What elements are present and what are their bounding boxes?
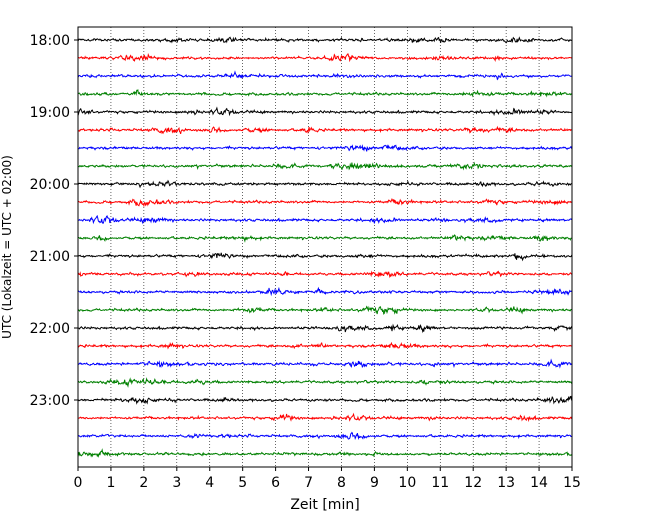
x-tick-label: 8: [337, 475, 346, 491]
x-tick-label: 15: [563, 475, 581, 491]
seismogram-trace-1930: [77, 144, 573, 152]
x-tick-label: 7: [304, 475, 313, 491]
y-tick-label: 21:00: [30, 249, 70, 265]
seismogram-trace-2030: [77, 214, 573, 225]
plot-frame: [77, 26, 573, 468]
seismogram-trace-2330: [77, 431, 573, 441]
seismogram-trace-2015: [78, 198, 573, 208]
y-tick-label: 23:00: [30, 393, 70, 409]
seismogram-trace-1845: [77, 88, 573, 98]
x-tick-label: 1: [106, 475, 115, 491]
x-tick-label: 6: [271, 475, 280, 491]
y-axis: 18:00 19:00 20:00 21:00 22:00 23:00: [30, 33, 78, 409]
x-tick-label: 4: [205, 475, 214, 491]
x-tick-label: 2: [139, 475, 148, 491]
seismogram-trace-2345: [77, 448, 573, 458]
x-tick-label: 11: [431, 475, 449, 491]
seismogram-trace-2300: [77, 395, 573, 405]
x-tick-label: 0: [74, 475, 83, 491]
seismogram-trace-1800: [77, 36, 573, 44]
seismogram-trace-2245: [77, 377, 573, 388]
x-axis: 0 1 2 3 4 5 6 7 8 9 10 11 12 13 14 15: [74, 467, 581, 491]
x-tick-label: 13: [497, 475, 515, 491]
seismogram-trace-2200: [77, 323, 573, 334]
trace-layer: [77, 36, 573, 458]
x-tick-label: 12: [464, 475, 482, 491]
y-axis-label: UTC (Lokalzeit = UTC + 02:00): [0, 155, 14, 339]
seismogram-trace-2100: [77, 252, 573, 262]
x-tick-label: 10: [398, 475, 416, 491]
x-tick-label: 3: [172, 475, 181, 491]
y-tick-label: 20:00: [30, 177, 70, 193]
seismogram-trace-2045: [77, 234, 573, 243]
seismogram-trace-1815: [77, 52, 573, 63]
seismogram-trace-1945: [77, 161, 573, 171]
x-tick-label: 14: [530, 475, 548, 491]
y-tick-label: 19:00: [30, 105, 70, 121]
seismogram-trace-2145: [77, 305, 573, 315]
seismogram-trace-1830: [77, 70, 573, 81]
y-tick-label: 22:00: [30, 321, 70, 337]
grid-layer: [110, 27, 540, 467]
y-tick-label: 18:00: [30, 33, 70, 49]
x-axis-label: Zeit [min]: [290, 497, 359, 513]
seismogram-trace-2130: [77, 286, 573, 297]
seismogram-trace-2315: [77, 412, 573, 423]
seismogram-trace-2230: [77, 358, 573, 369]
seismogram-trace-1915: [77, 125, 573, 135]
seismogram-trace-2115: [77, 270, 573, 279]
seismogram-trace-2215: [77, 341, 573, 350]
seismogram-trace-1900: [77, 106, 573, 117]
seismogram-trace-2000: [77, 179, 573, 189]
x-tick-label: 9: [370, 475, 379, 491]
x-tick-label: 5: [238, 475, 247, 491]
